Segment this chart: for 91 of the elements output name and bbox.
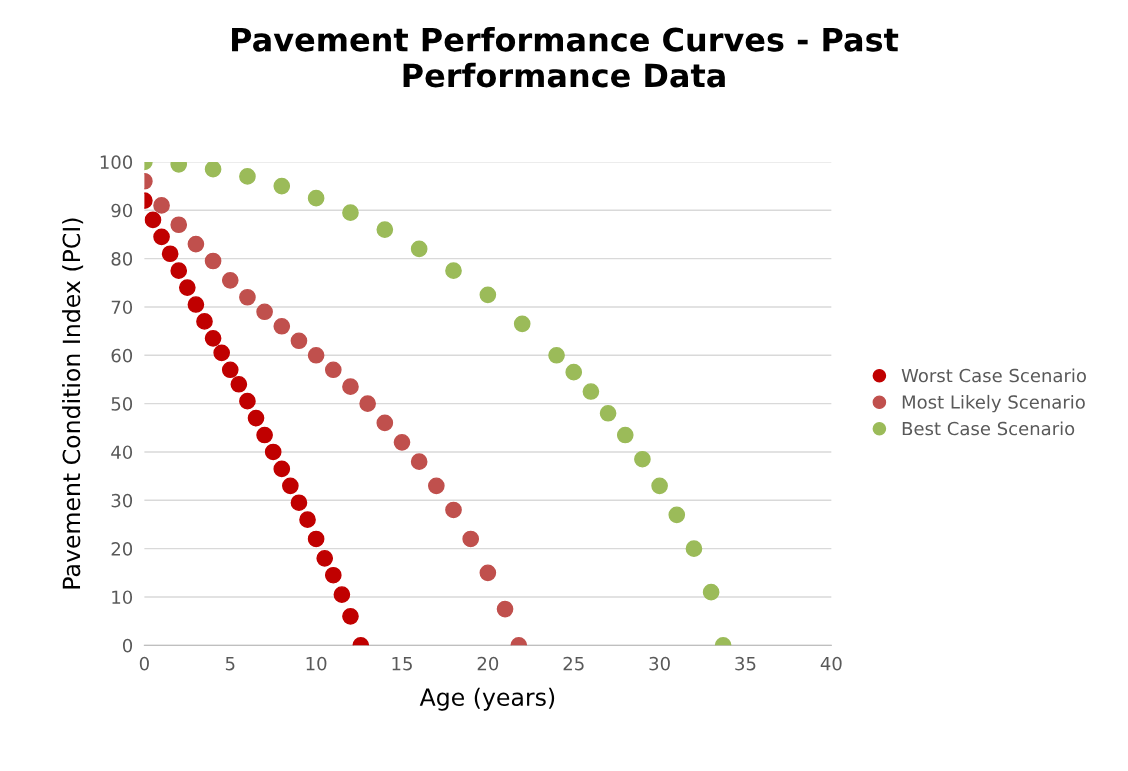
y-tick-label: 60 [111,348,133,363]
point [428,477,445,495]
legend-label: Best Case Scenario [902,421,1075,436]
point [479,564,497,582]
point [513,315,531,333]
point [616,426,634,444]
point [187,235,205,253]
y-tick-label: 0 [122,638,133,653]
point [376,221,394,238]
x-tick-label: 0 [139,656,149,671]
point [153,228,170,246]
point [204,330,222,347]
point [247,409,265,427]
x-tick-label: 20 [477,656,499,671]
point [462,530,480,548]
point [239,288,256,306]
x-tick-label: 15 [392,656,412,671]
x-tick-label: 10 [306,656,327,671]
point [273,177,291,195]
point [170,262,188,280]
point [548,346,565,364]
point [204,252,222,270]
x-tick-label: 5 [225,656,235,671]
point [634,450,651,468]
point [479,286,497,304]
point [316,549,334,567]
point [668,506,686,524]
y-tick-label: 100 [100,155,133,170]
legend-label: Worst Case Scenario [901,368,1086,383]
point [702,583,720,601]
point [582,383,600,400]
point [221,272,239,289]
point [410,453,428,470]
x-tick-label: 25 [563,656,584,671]
point [282,477,299,495]
x-axis-title: Age (years) [419,687,555,711]
point [290,494,308,512]
point [299,511,316,528]
point [324,566,342,584]
point [410,240,428,258]
point [342,204,359,222]
point [144,211,162,229]
chart-title: Pavement Performance Curves - Past Performance Data [232,26,899,88]
point [196,313,213,330]
y-tick-label: 10 [112,590,133,605]
point [445,501,462,519]
x-tick-label: 40 [820,656,842,671]
point [290,332,308,350]
y-tick-label: 50 [111,397,133,411]
point [170,216,188,234]
y-tick-label: 80 [111,252,133,266]
point [273,460,291,478]
point [342,607,359,625]
y-tick-label: 70 [111,300,133,315]
point [307,346,325,364]
point [496,600,514,618]
point [256,426,273,444]
point [376,414,394,432]
y-tick-label: 40 [111,445,133,460]
point [239,392,256,410]
point [333,586,351,603]
point [204,161,222,178]
point [599,404,617,422]
point [221,361,239,379]
point [307,189,325,207]
point [651,477,668,495]
point [359,395,376,412]
point [264,443,282,461]
point [187,296,205,313]
point [153,197,170,214]
point [230,375,248,393]
legend-label: Most Likely Scenario [902,394,1085,413]
point [342,378,359,396]
y-tick-label: 30 [111,493,133,508]
point [239,168,256,185]
point [273,317,291,335]
x-tick-label: 35 [735,656,756,671]
point [213,344,231,362]
point [161,245,179,263]
point [324,361,342,379]
point [445,262,462,280]
y-axis-title: Pavement Condition Index (PCI) [62,218,84,589]
point [307,530,325,548]
point [393,433,411,451]
x-tick-label: 30 [649,656,670,671]
y-tick-label: 20 [111,542,133,556]
point [256,303,273,321]
point [685,540,703,557]
point [178,279,196,296]
point [565,363,583,381]
y-tick-label: 90 [111,203,133,218]
